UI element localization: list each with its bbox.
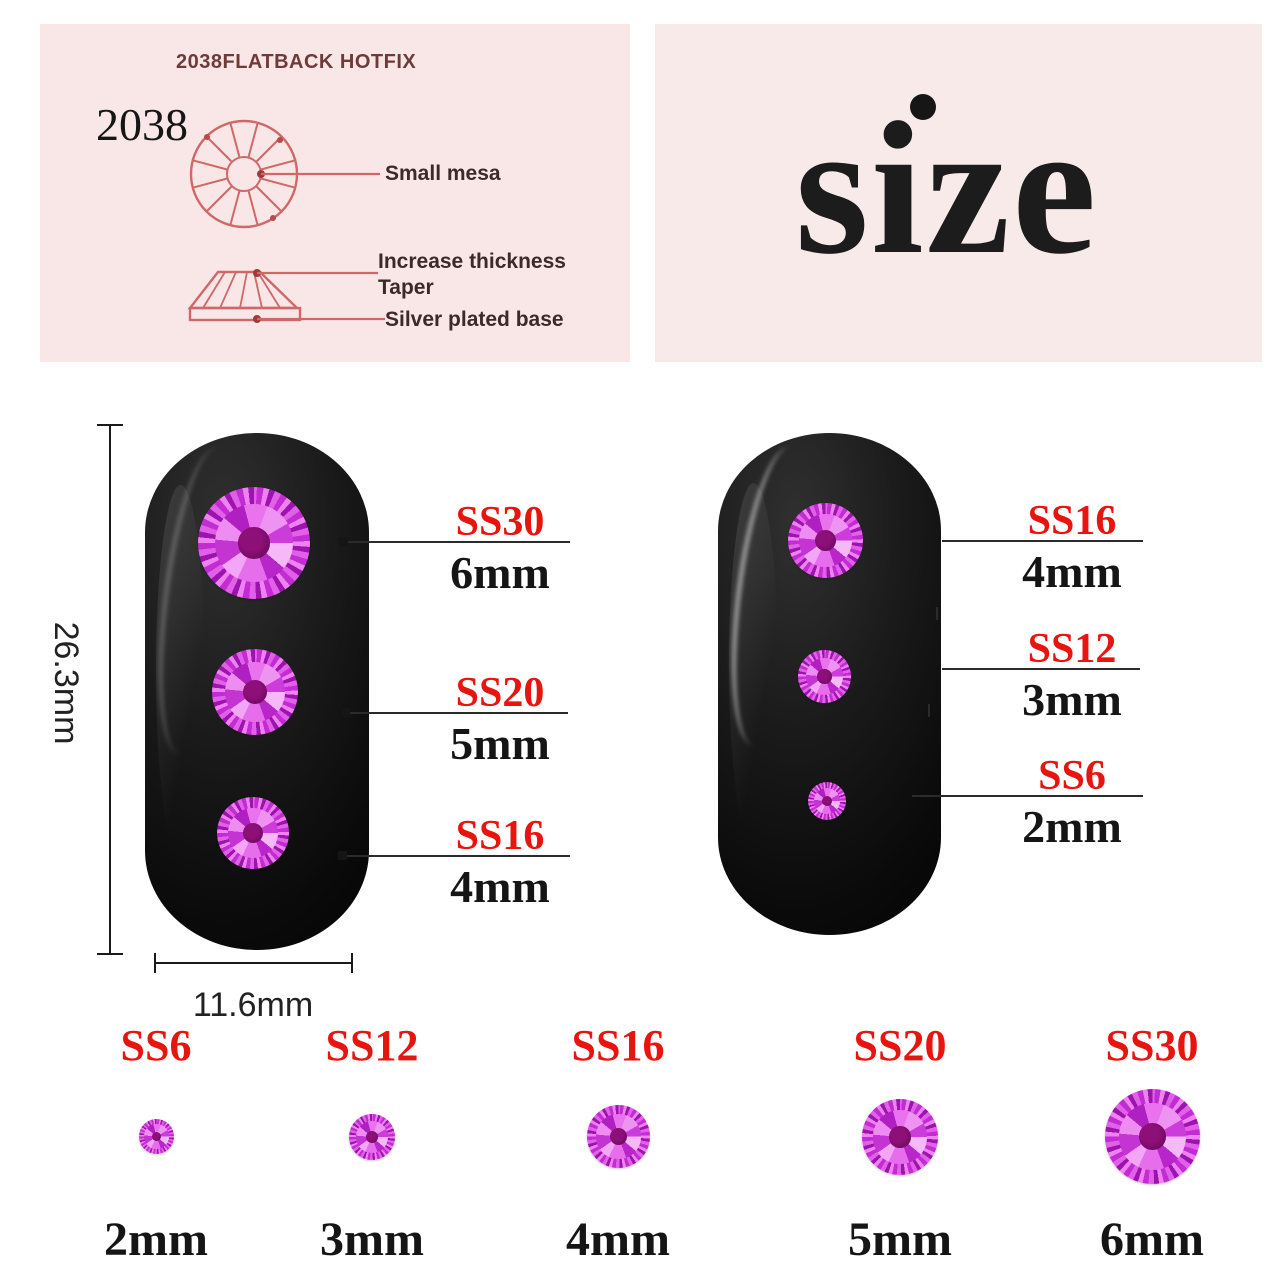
nail-width-value: 11.6mm bbox=[192, 986, 314, 1024]
rhinestone-ss16 bbox=[217, 797, 289, 869]
spec-title: 2038FLATBACK HOTFIX bbox=[176, 51, 417, 73]
rhinestone-ss30 bbox=[1105, 1089, 1200, 1184]
spec-panel: 2038FLATBACK HOTFIX 2038 bbox=[40, 24, 630, 362]
size-chart-ss-label: SS6 bbox=[120, 1021, 192, 1070]
rhinestone-ss12 bbox=[798, 650, 851, 703]
leader-line bbox=[345, 712, 568, 714]
callout-ss-label: SS16 bbox=[455, 813, 545, 859]
size-chart-mm-label: 2mm bbox=[104, 1213, 208, 1266]
rhinestone-ss16 bbox=[788, 503, 863, 578]
size-chart-ss-label: SS12 bbox=[325, 1021, 419, 1070]
size-chart-mm-label: 4mm bbox=[566, 1213, 670, 1266]
size-chart-mm-label: 3mm bbox=[320, 1213, 424, 1266]
callout-increase-thickness: Increase thickness bbox=[378, 250, 566, 273]
height-dimension-line bbox=[109, 425, 111, 955]
callout-ss-label: SS6 bbox=[1038, 753, 1106, 799]
callout-mm-label: 4mm bbox=[1022, 546, 1122, 597]
dot-accent-icon bbox=[910, 94, 936, 120]
callout-mm-label: 3mm bbox=[1022, 674, 1122, 725]
rhinestone-ss6 bbox=[808, 782, 846, 820]
rhinestone-technical-drawing bbox=[187, 119, 385, 323]
callout-ss-label: SS16 bbox=[1027, 498, 1117, 544]
leader-endpoint-marker bbox=[339, 537, 348, 546]
size-chart-ss-label: SS30 bbox=[1105, 1021, 1199, 1070]
leader-line bbox=[343, 541, 570, 543]
dimension-cap bbox=[97, 953, 123, 955]
callout-mm-label: 2mm bbox=[1022, 801, 1122, 852]
size-chart-ss-label: SS16 bbox=[571, 1021, 665, 1070]
callout-mm-label: 4mm bbox=[450, 861, 550, 912]
leader-line bbox=[942, 668, 1140, 670]
callout-taper: Taper bbox=[378, 276, 434, 299]
dimension-cap bbox=[351, 953, 353, 973]
dimension-cap bbox=[97, 424, 123, 426]
callout-ss-label: SS12 bbox=[1027, 626, 1117, 672]
callout-ss-label: SS20 bbox=[455, 670, 545, 716]
rhinestone-ss30 bbox=[198, 487, 310, 599]
edge-tick bbox=[928, 704, 930, 717]
leader-line bbox=[942, 540, 1143, 542]
callout-ss-label: SS30 bbox=[455, 499, 545, 545]
rhinestone-ss20 bbox=[862, 1099, 938, 1175]
width-dimension-line bbox=[155, 962, 353, 964]
dimension-cap bbox=[154, 953, 156, 973]
rhinestone-ss16 bbox=[587, 1105, 650, 1168]
rhinestone-ss20 bbox=[212, 649, 298, 735]
rhinestone-ss12 bbox=[349, 1114, 395, 1160]
size-panel: size bbox=[655, 24, 1262, 362]
callout-mm-label: 6mm bbox=[450, 547, 550, 598]
nail-height-value: 26.3mm bbox=[47, 621, 85, 745]
model-number: 2038 bbox=[96, 99, 188, 150]
callout-mm-label: 5mm bbox=[450, 718, 550, 769]
rhinestone-ss6 bbox=[139, 1119, 174, 1154]
size-chart-ss-label: SS20 bbox=[853, 1021, 947, 1070]
size-chart-mm-label: 6mm bbox=[1100, 1213, 1204, 1266]
leader-line bbox=[342, 855, 570, 857]
size-chart-mm-label: 5mm bbox=[848, 1213, 952, 1266]
leader-endpoint-marker bbox=[341, 708, 350, 717]
leader-endpoint-marker bbox=[338, 851, 347, 860]
leader-line bbox=[912, 795, 1143, 797]
edge-tick bbox=[936, 607, 938, 620]
size-heading: size bbox=[795, 84, 1099, 294]
callout-silver-plated-base: Silver plated base bbox=[385, 308, 564, 331]
callout-small-mesa: Small mesa bbox=[385, 162, 501, 185]
